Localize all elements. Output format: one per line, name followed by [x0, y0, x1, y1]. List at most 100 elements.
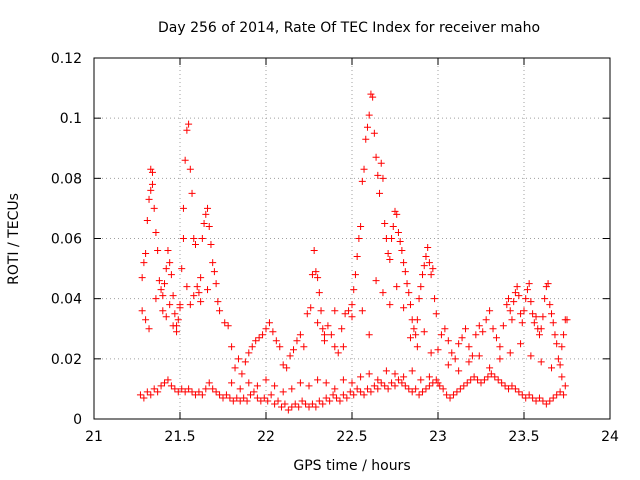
data-point	[503, 301, 511, 309]
data-point	[315, 289, 323, 297]
y-tick-label: 0	[73, 412, 82, 428]
data-point	[434, 379, 442, 387]
data-point	[441, 325, 449, 333]
data-point	[288, 385, 296, 393]
data-point	[298, 397, 306, 405]
data-point	[419, 388, 427, 396]
data-point	[406, 301, 414, 309]
data-point	[353, 385, 361, 393]
data-point	[284, 406, 292, 414]
data-point	[221, 319, 229, 327]
data-point	[424, 244, 432, 252]
data-point	[150, 385, 158, 393]
data-point	[181, 156, 189, 164]
data-point	[487, 370, 495, 378]
data-point	[486, 307, 494, 315]
data-point	[166, 301, 174, 309]
data-point	[484, 373, 492, 381]
data-point	[169, 292, 177, 300]
data-point	[212, 388, 220, 396]
data-point	[262, 376, 270, 384]
data-point	[522, 295, 530, 303]
data-point	[535, 394, 543, 402]
data-point	[350, 286, 358, 294]
data-point	[479, 328, 487, 336]
data-point	[293, 337, 301, 345]
data-point	[308, 271, 316, 279]
data-point	[458, 334, 466, 342]
data-point	[210, 268, 218, 276]
data-point	[529, 394, 537, 402]
data-point	[276, 343, 284, 351]
data-point	[190, 235, 198, 242]
data-point	[560, 331, 568, 339]
data-point	[171, 310, 179, 318]
data-point	[314, 376, 322, 384]
y-axis-label: ROTI / TECUs	[6, 193, 22, 285]
data-point	[517, 340, 525, 348]
data-point	[505, 385, 513, 393]
data-point	[501, 382, 509, 390]
data-point	[138, 307, 146, 315]
data-point	[343, 394, 351, 402]
data-point	[307, 304, 315, 312]
data-point	[379, 174, 387, 182]
data-point	[145, 325, 153, 333]
data-point	[436, 382, 444, 390]
data-point	[505, 295, 513, 303]
x-tick-label: 24	[601, 429, 619, 445]
data-point	[561, 382, 569, 390]
data-point	[439, 385, 447, 393]
data-point	[148, 168, 156, 176]
data-point	[234, 355, 242, 363]
data-point	[331, 343, 339, 351]
data-point	[195, 388, 203, 396]
data-point	[527, 298, 535, 306]
data-point	[155, 277, 163, 285]
y-tick-label: 0.02	[51, 352, 82, 368]
data-point	[449, 391, 457, 399]
data-point	[300, 343, 308, 351]
data-point	[446, 394, 454, 402]
data-point	[233, 394, 241, 402]
data-point	[339, 376, 347, 384]
data-point	[494, 376, 502, 384]
data-point	[226, 394, 234, 402]
data-point	[164, 376, 172, 384]
data-point	[391, 207, 399, 215]
data-point	[319, 400, 327, 408]
data-point	[253, 382, 261, 390]
x-tick-label: 23	[429, 429, 447, 445]
data-point	[511, 289, 519, 297]
data-point	[475, 322, 483, 330]
data-point	[537, 325, 545, 333]
data-point	[386, 301, 394, 309]
data-point	[338, 325, 346, 333]
data-point	[186, 301, 194, 309]
data-point	[427, 349, 435, 357]
data-point	[510, 298, 518, 306]
data-point	[198, 235, 206, 242]
data-point	[443, 391, 451, 399]
data-point	[228, 379, 236, 387]
data-point	[236, 385, 244, 393]
data-point	[381, 382, 389, 390]
data-point	[331, 307, 339, 315]
data-point	[164, 247, 172, 255]
data-point	[558, 373, 566, 381]
data-point	[252, 337, 260, 345]
data-point	[515, 388, 523, 396]
data-point	[191, 391, 199, 399]
data-point	[415, 295, 423, 303]
data-point	[453, 388, 461, 396]
data-point	[548, 364, 556, 372]
data-point	[410, 325, 418, 333]
data-point	[331, 385, 339, 393]
data-point	[291, 400, 299, 408]
data-point	[408, 367, 416, 375]
data-point	[346, 388, 354, 396]
data-point	[162, 265, 170, 273]
data-point	[152, 228, 160, 236]
data-point	[529, 310, 537, 318]
data-point	[157, 286, 165, 294]
